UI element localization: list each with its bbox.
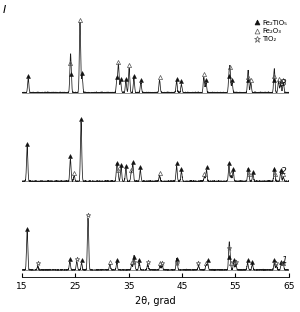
Text: 3: 3 (281, 79, 287, 87)
Text: 1: 1 (281, 256, 287, 265)
Text: 2: 2 (281, 167, 287, 176)
Legend: Fe₂TiO₅, Fe₂O₃, TiO₂: Fe₂TiO₅, Fe₂O₃, TiO₂ (254, 19, 288, 43)
X-axis label: 2θ, grad: 2θ, grad (135, 296, 176, 306)
Text: I: I (3, 5, 6, 15)
